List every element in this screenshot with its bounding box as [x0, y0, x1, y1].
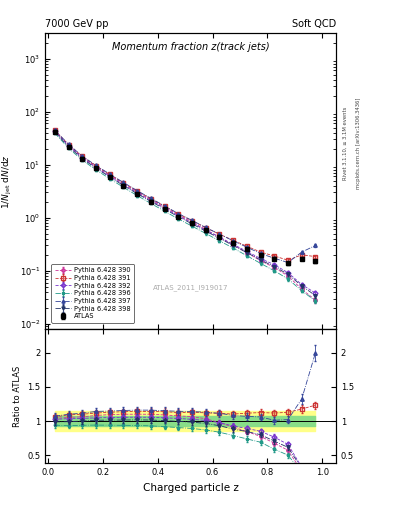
- Text: Rivet 3.1.10, ≥ 3.1M events: Rivet 3.1.10, ≥ 3.1M events: [343, 106, 348, 180]
- Text: 7000 GeV pp: 7000 GeV pp: [45, 19, 109, 29]
- Text: ATLAS_2011_I919017: ATLAS_2011_I919017: [153, 284, 228, 290]
- Text: mcplots.cern.ch [arXiv:1306.3436]: mcplots.cern.ch [arXiv:1306.3436]: [356, 98, 361, 189]
- Y-axis label: Ratio to ATLAS: Ratio to ATLAS: [13, 366, 22, 427]
- Text: Soft QCD: Soft QCD: [292, 19, 336, 29]
- X-axis label: Charged particle z: Charged particle z: [143, 483, 239, 493]
- Y-axis label: $1/N_\mathrm{jet}\ \mathrm{d}N/\mathrm{d}z$: $1/N_\mathrm{jet}\ \mathrm{d}N/\mathrm{d…: [1, 154, 14, 208]
- Legend: Pythia 6.428 390, Pythia 6.428 391, Pythia 6.428 392, Pythia 6.428 396, Pythia 6: Pythia 6.428 390, Pythia 6.428 391, Pyth…: [51, 264, 134, 323]
- Text: Momentum fraction z(track jets): Momentum fraction z(track jets): [112, 42, 270, 52]
